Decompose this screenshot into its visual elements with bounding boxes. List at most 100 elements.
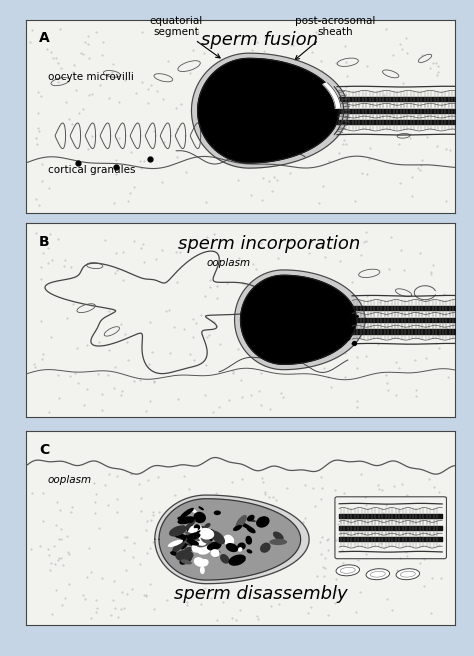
- Ellipse shape: [246, 536, 252, 544]
- Ellipse shape: [179, 555, 192, 565]
- Ellipse shape: [168, 540, 183, 547]
- Ellipse shape: [191, 543, 202, 553]
- Ellipse shape: [210, 549, 220, 557]
- Ellipse shape: [246, 526, 255, 533]
- Ellipse shape: [184, 520, 196, 530]
- Ellipse shape: [211, 531, 225, 544]
- Ellipse shape: [187, 527, 194, 533]
- Ellipse shape: [170, 551, 178, 556]
- Ellipse shape: [177, 516, 194, 523]
- Ellipse shape: [177, 516, 195, 524]
- Ellipse shape: [187, 530, 200, 541]
- Ellipse shape: [396, 569, 419, 580]
- Ellipse shape: [273, 531, 284, 541]
- Ellipse shape: [200, 559, 209, 567]
- Ellipse shape: [191, 525, 208, 529]
- Ellipse shape: [193, 530, 201, 536]
- Ellipse shape: [195, 540, 204, 544]
- Text: sperm fusion: sperm fusion: [201, 31, 318, 49]
- Ellipse shape: [197, 537, 213, 548]
- Ellipse shape: [200, 566, 205, 574]
- Text: post-acrosomal
sheath: post-acrosomal sheath: [295, 16, 375, 60]
- Ellipse shape: [228, 554, 246, 565]
- Ellipse shape: [169, 525, 187, 537]
- Ellipse shape: [204, 538, 208, 541]
- Text: equatorial
segment: equatorial segment: [150, 16, 220, 58]
- Ellipse shape: [195, 539, 205, 549]
- Ellipse shape: [181, 560, 192, 565]
- Ellipse shape: [233, 525, 242, 531]
- Ellipse shape: [181, 540, 190, 550]
- Ellipse shape: [188, 540, 193, 543]
- Ellipse shape: [179, 525, 184, 536]
- Ellipse shape: [198, 526, 209, 538]
- Ellipse shape: [215, 551, 220, 558]
- Ellipse shape: [256, 516, 270, 527]
- Ellipse shape: [336, 565, 360, 576]
- Ellipse shape: [184, 534, 192, 542]
- Ellipse shape: [190, 528, 198, 533]
- Ellipse shape: [185, 531, 200, 541]
- Ellipse shape: [237, 543, 246, 550]
- Text: C: C: [39, 443, 49, 457]
- Ellipse shape: [192, 541, 202, 552]
- Text: sperm incorporation: sperm incorporation: [178, 235, 361, 253]
- Text: ooplasm: ooplasm: [206, 258, 250, 268]
- Ellipse shape: [187, 533, 201, 540]
- Ellipse shape: [236, 515, 247, 529]
- Ellipse shape: [175, 550, 193, 562]
- Ellipse shape: [226, 543, 238, 552]
- Polygon shape: [323, 83, 341, 108]
- Ellipse shape: [223, 535, 234, 546]
- Polygon shape: [159, 499, 301, 580]
- Ellipse shape: [201, 535, 211, 544]
- Ellipse shape: [183, 537, 201, 544]
- Ellipse shape: [172, 539, 186, 553]
- Text: cortical granules: cortical granules: [47, 165, 135, 174]
- Ellipse shape: [203, 538, 212, 543]
- Ellipse shape: [174, 533, 185, 539]
- Ellipse shape: [194, 557, 205, 567]
- Ellipse shape: [193, 512, 206, 523]
- Text: oocyte microvilli: oocyte microvilli: [47, 72, 133, 81]
- Ellipse shape: [366, 569, 390, 580]
- Ellipse shape: [187, 538, 196, 546]
- Text: ooplasm: ooplasm: [47, 475, 91, 485]
- Ellipse shape: [259, 517, 265, 523]
- Ellipse shape: [204, 523, 210, 528]
- Ellipse shape: [188, 524, 202, 538]
- Ellipse shape: [192, 532, 197, 538]
- Ellipse shape: [181, 535, 187, 542]
- Text: B: B: [39, 235, 50, 249]
- Ellipse shape: [201, 534, 208, 540]
- Ellipse shape: [186, 539, 199, 546]
- Ellipse shape: [247, 518, 256, 522]
- Ellipse shape: [207, 542, 222, 550]
- Ellipse shape: [199, 533, 210, 543]
- Ellipse shape: [181, 537, 187, 544]
- Text: sperm disassembly: sperm disassembly: [174, 585, 348, 604]
- Ellipse shape: [198, 528, 214, 540]
- Ellipse shape: [207, 535, 212, 541]
- Ellipse shape: [269, 539, 287, 545]
- Ellipse shape: [180, 508, 194, 518]
- Ellipse shape: [194, 524, 201, 530]
- Polygon shape: [235, 270, 365, 369]
- Ellipse shape: [193, 534, 207, 546]
- Ellipse shape: [190, 542, 200, 550]
- Ellipse shape: [260, 543, 271, 553]
- Ellipse shape: [246, 549, 252, 554]
- Ellipse shape: [184, 547, 193, 552]
- Ellipse shape: [190, 508, 197, 513]
- Ellipse shape: [206, 529, 216, 540]
- Polygon shape: [155, 495, 309, 584]
- Ellipse shape: [238, 522, 253, 529]
- Ellipse shape: [197, 544, 211, 554]
- Ellipse shape: [214, 510, 221, 515]
- Ellipse shape: [199, 506, 204, 510]
- Ellipse shape: [247, 515, 255, 522]
- Polygon shape: [198, 58, 339, 163]
- Polygon shape: [240, 276, 356, 364]
- Ellipse shape: [220, 554, 229, 564]
- Polygon shape: [191, 53, 348, 168]
